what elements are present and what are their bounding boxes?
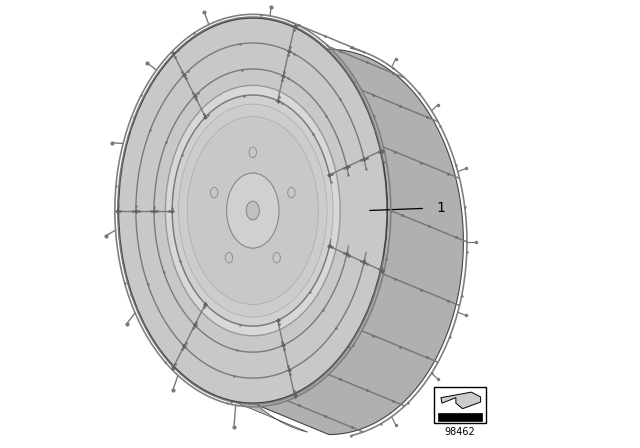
Ellipse shape [172, 95, 333, 326]
Bar [438, 413, 482, 421]
Ellipse shape [246, 201, 259, 220]
Ellipse shape [165, 85, 340, 336]
Ellipse shape [179, 104, 327, 317]
Ellipse shape [188, 116, 318, 305]
Ellipse shape [118, 18, 387, 403]
Ellipse shape [249, 147, 257, 158]
Ellipse shape [227, 173, 279, 248]
Ellipse shape [225, 252, 232, 263]
Ellipse shape [211, 187, 218, 198]
Ellipse shape [273, 252, 280, 263]
Bar [435, 387, 486, 423]
Polygon shape [441, 392, 481, 409]
Polygon shape [118, 20, 308, 432]
Polygon shape [253, 18, 463, 435]
Text: 1: 1 [436, 201, 445, 215]
Ellipse shape [288, 187, 295, 198]
Text: 98462: 98462 [445, 427, 476, 437]
